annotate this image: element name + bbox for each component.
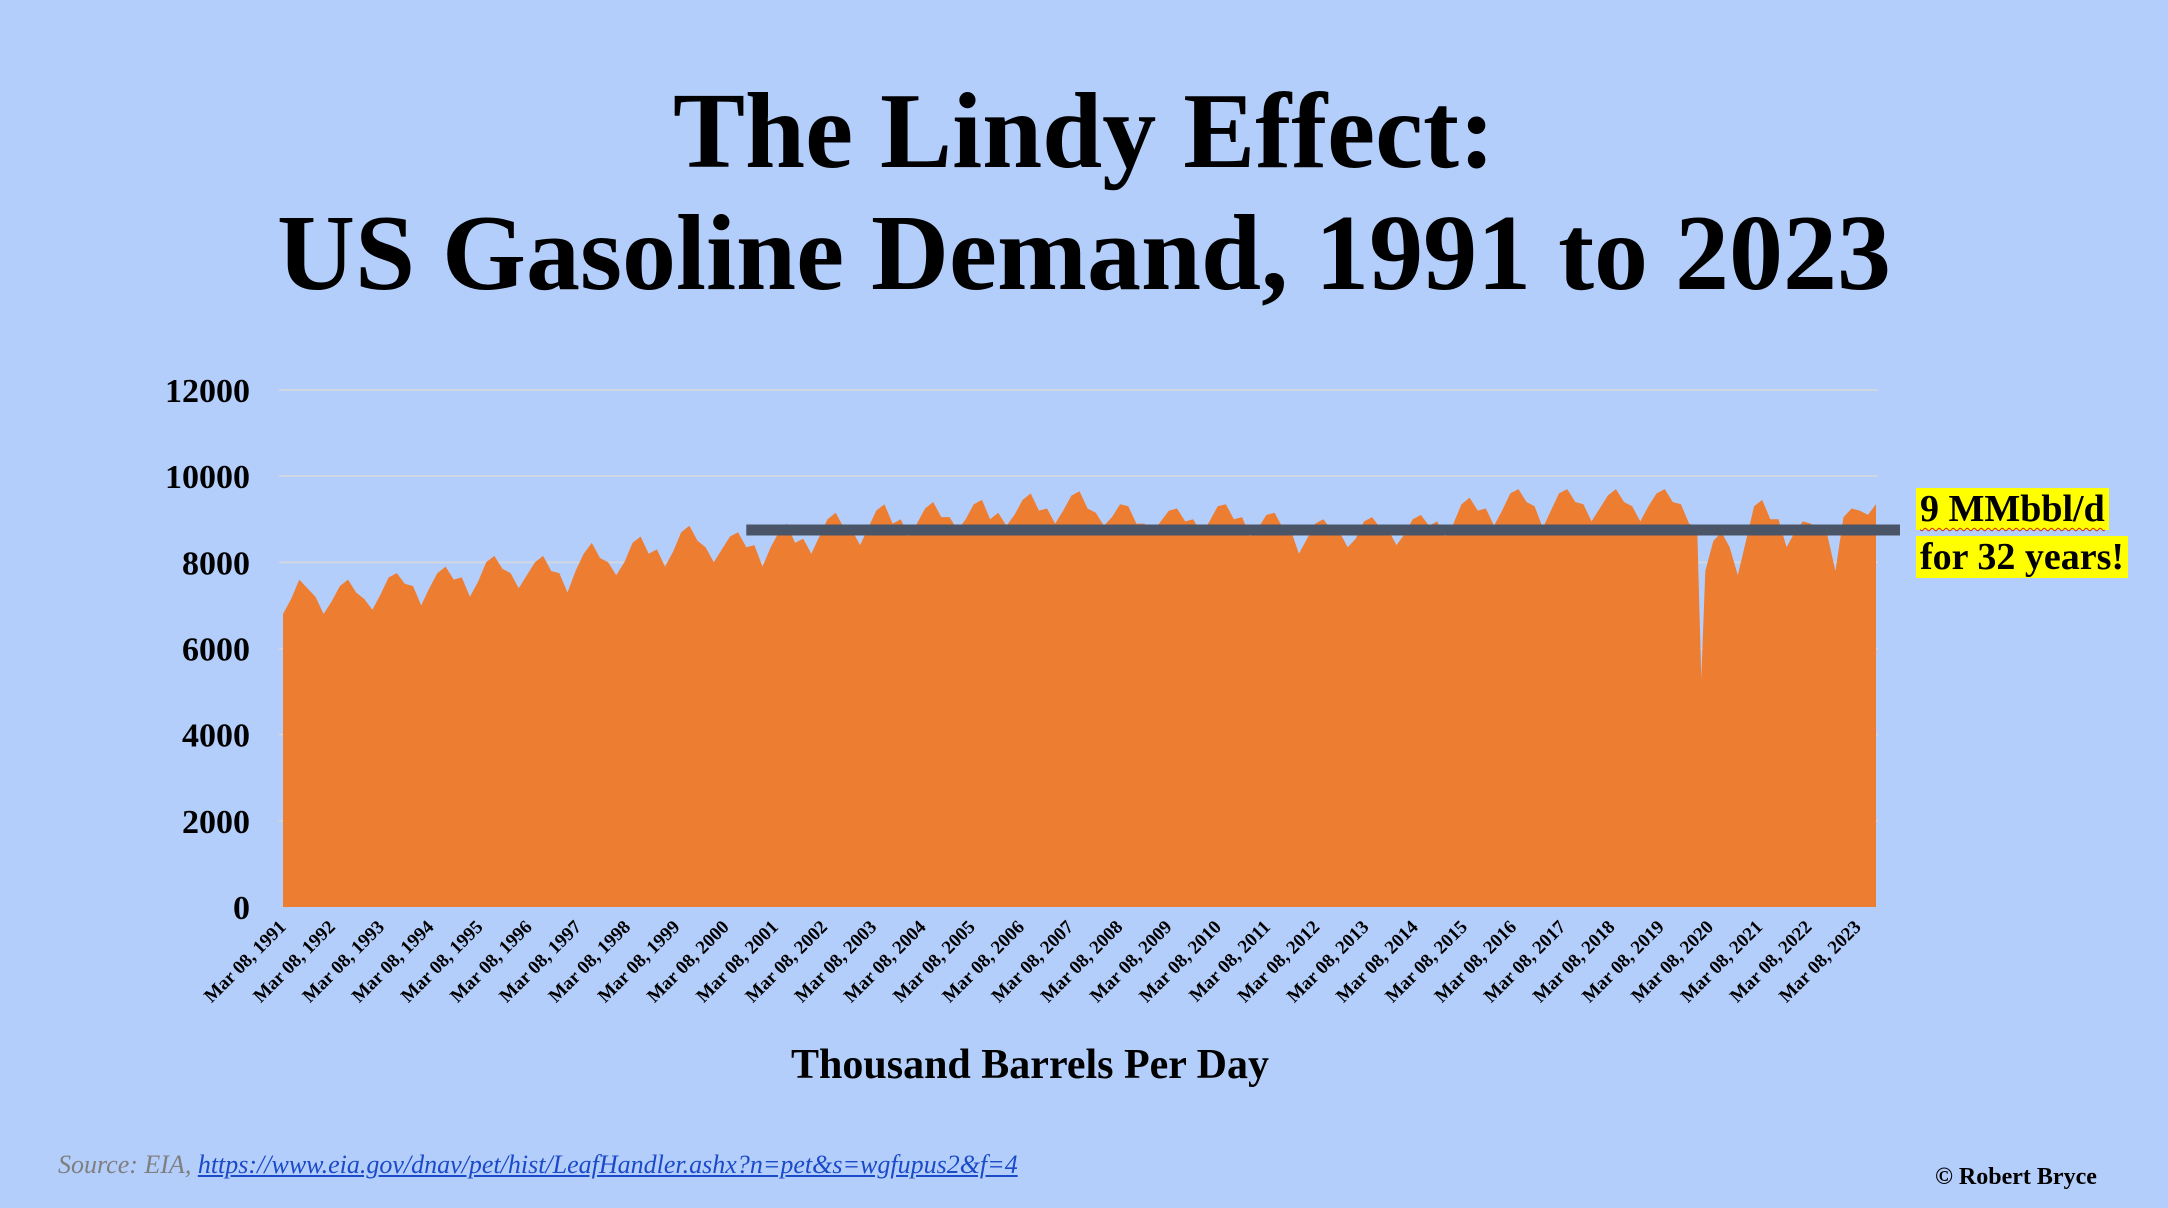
y-tick-label: 8000 (182, 545, 250, 582)
y-tick-labels: 0 2000 4000 6000 8000 10000 12000 (165, 373, 250, 927)
chart-title-line2: US Gasoline Demand, 1991 to 2023 (276, 194, 1892, 313)
y-tick-label: 6000 (182, 632, 250, 669)
source-link[interactable]: https://www.eia.gov/dnav/pet/hist/LeafHa… (197, 1150, 1018, 1179)
callout-annotation: 9 MMbbl/d for 32 years! (1916, 485, 2129, 581)
callout-line2: for 32 years! (1916, 536, 2129, 578)
y-tick-label: 4000 (182, 718, 250, 755)
y-tick-label: 0 (233, 890, 250, 927)
y-tick-label: 10000 (165, 459, 250, 496)
gasoline-demand-area (283, 489, 1876, 907)
source-note: Source: EIA, https://www.eia.gov/dnav/pe… (58, 1150, 1018, 1180)
callout-line1: 9 MMbbl/d (1916, 488, 2109, 530)
source-prefix: Source: EIA, (58, 1150, 198, 1179)
x-axis-title: Thousand Barrels Per Day (791, 1042, 1269, 1088)
y-tick-label: 12000 (165, 373, 250, 410)
y-tick-label: 2000 (182, 804, 250, 841)
chart-title-line1: The Lindy Effect: (673, 72, 1495, 191)
copyright: © Robert Bryce (1935, 1164, 2097, 1190)
